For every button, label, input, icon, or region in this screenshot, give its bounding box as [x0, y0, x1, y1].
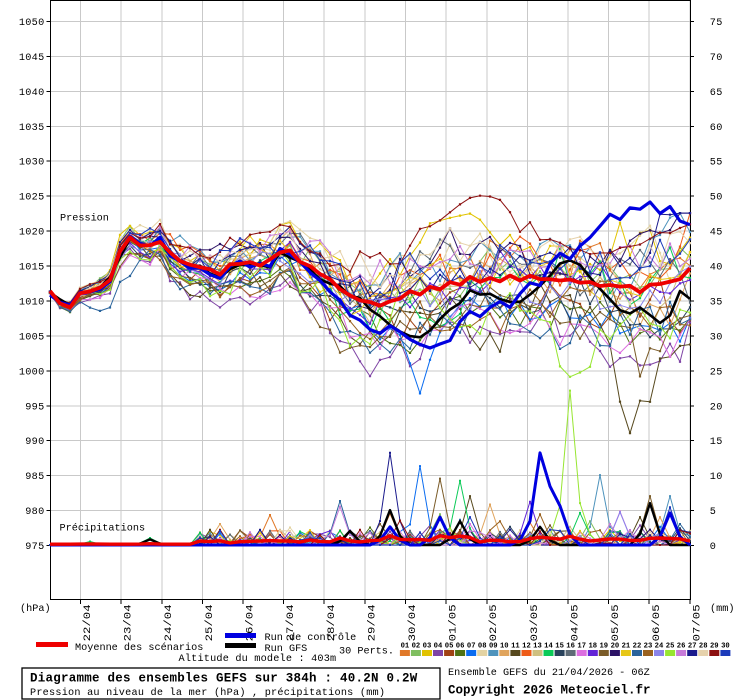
svg-text:50: 50	[710, 193, 723, 204]
svg-text:14: 14	[544, 643, 553, 651]
svg-text:980: 980	[25, 507, 44, 518]
svg-text:23/04: 23/04	[123, 604, 135, 641]
svg-text:02: 02	[412, 643, 421, 651]
svg-text:75: 75	[710, 18, 723, 29]
svg-text:07: 07	[467, 643, 476, 651]
svg-text:25/04: 25/04	[204, 604, 216, 641]
svg-text:30/04: 30/04	[407, 604, 419, 641]
svg-text:20: 20	[611, 643, 620, 651]
svg-text:(hPa): (hPa)	[20, 603, 51, 615]
svg-text:30 Perts.: 30 Perts.	[339, 647, 394, 658]
svg-text:12: 12	[522, 643, 531, 651]
svg-text:03/05: 03/05	[529, 604, 541, 641]
svg-text:04/05: 04/05	[570, 604, 582, 641]
svg-text:11: 11	[511, 643, 520, 651]
svg-text:Précipitations: Précipitations	[60, 523, 146, 535]
svg-text:13: 13	[533, 643, 542, 651]
svg-text:15: 15	[555, 643, 564, 651]
svg-text:24/04: 24/04	[163, 604, 175, 641]
svg-text:10: 10	[710, 472, 723, 483]
svg-text:55: 55	[710, 158, 723, 169]
svg-text:Pression au niveau de la mer (: Pression au niveau de la mer (hPa) , pré…	[30, 687, 385, 699]
svg-text:995: 995	[25, 402, 44, 413]
svg-text:15: 15	[710, 437, 723, 448]
svg-text:30: 30	[721, 643, 730, 651]
svg-text:990: 990	[25, 437, 44, 448]
svg-text:27/04: 27/04	[285, 604, 297, 641]
svg-text:65: 65	[710, 88, 723, 99]
svg-text:1045: 1045	[19, 53, 45, 64]
svg-text:0: 0	[710, 542, 716, 553]
svg-text:28/04: 28/04	[326, 604, 338, 641]
svg-text:45: 45	[710, 228, 723, 239]
svg-text:05/05: 05/05	[610, 604, 622, 641]
svg-text:Diagramme des ensembles GEFS s: Diagramme des ensembles GEFS sur 384h : …	[30, 672, 418, 686]
svg-text:17: 17	[577, 643, 586, 651]
svg-text:1035: 1035	[19, 123, 45, 134]
svg-text:22/04: 22/04	[82, 604, 94, 641]
svg-text:07/05: 07/05	[691, 604, 703, 641]
svg-text:29/04: 29/04	[366, 604, 378, 641]
svg-text:26: 26	[677, 643, 686, 651]
svg-text:27: 27	[688, 643, 697, 651]
svg-text:70: 70	[710, 53, 723, 64]
svg-text:19: 19	[599, 643, 608, 651]
svg-text:01/05: 01/05	[448, 604, 460, 641]
svg-text:03: 03	[423, 643, 432, 651]
svg-text:30: 30	[710, 332, 723, 343]
svg-text:21: 21	[622, 643, 631, 651]
svg-text:25: 25	[710, 367, 723, 378]
svg-text:1020: 1020	[19, 228, 45, 239]
svg-text:1040: 1040	[19, 88, 45, 99]
svg-text:23: 23	[644, 643, 653, 651]
svg-text:1005: 1005	[19, 332, 45, 343]
svg-text:16: 16	[566, 643, 575, 651]
svg-text:Run de contrôle: Run de contrôle	[265, 632, 357, 644]
svg-text:Moyenne des scénarios: Moyenne des scénarios	[75, 642, 203, 654]
svg-text:09: 09	[489, 643, 498, 651]
svg-text:1010: 1010	[19, 298, 45, 309]
svg-text:06/05: 06/05	[651, 604, 663, 641]
svg-text:975: 975	[25, 542, 44, 553]
svg-text:Ensemble GEFS du 21/04/2026 -: Ensemble GEFS du 21/04/2026 - 06Z	[448, 667, 650, 679]
svg-text:985: 985	[25, 472, 44, 483]
svg-text:Pression: Pression	[60, 213, 109, 225]
svg-text:02/05: 02/05	[488, 604, 500, 641]
svg-text:Run GFS: Run GFS	[265, 644, 308, 655]
svg-text:1030: 1030	[19, 158, 45, 169]
svg-text:28: 28	[699, 643, 708, 651]
svg-text:24: 24	[655, 643, 664, 651]
svg-text:25: 25	[666, 643, 675, 651]
svg-text:05: 05	[445, 643, 454, 651]
svg-text:1025: 1025	[19, 193, 45, 204]
svg-text:08: 08	[478, 643, 487, 651]
svg-text:5: 5	[710, 507, 716, 518]
svg-text:22: 22	[633, 643, 642, 651]
svg-text:20: 20	[710, 402, 723, 413]
svg-text:60: 60	[710, 123, 723, 134]
svg-text:29: 29	[710, 643, 719, 651]
svg-text:40: 40	[710, 263, 723, 274]
svg-text:Altitude du modele : 403m: Altitude du modele : 403m	[179, 653, 337, 665]
svg-text:1000: 1000	[19, 367, 45, 378]
svg-text:01: 01	[401, 643, 410, 651]
svg-text:04: 04	[434, 643, 443, 651]
svg-text:1015: 1015	[19, 263, 45, 274]
svg-text:Copyright 2026 Meteociel.fr: Copyright 2026 Meteociel.fr	[448, 684, 651, 698]
svg-text:1050: 1050	[19, 18, 45, 29]
svg-text:06: 06	[456, 643, 465, 651]
svg-text:35: 35	[710, 298, 723, 309]
svg-text:(mm): (mm)	[710, 603, 734, 615]
svg-text:18: 18	[588, 643, 597, 651]
svg-text:26/04: 26/04	[245, 604, 257, 641]
svg-text:10: 10	[500, 643, 509, 651]
